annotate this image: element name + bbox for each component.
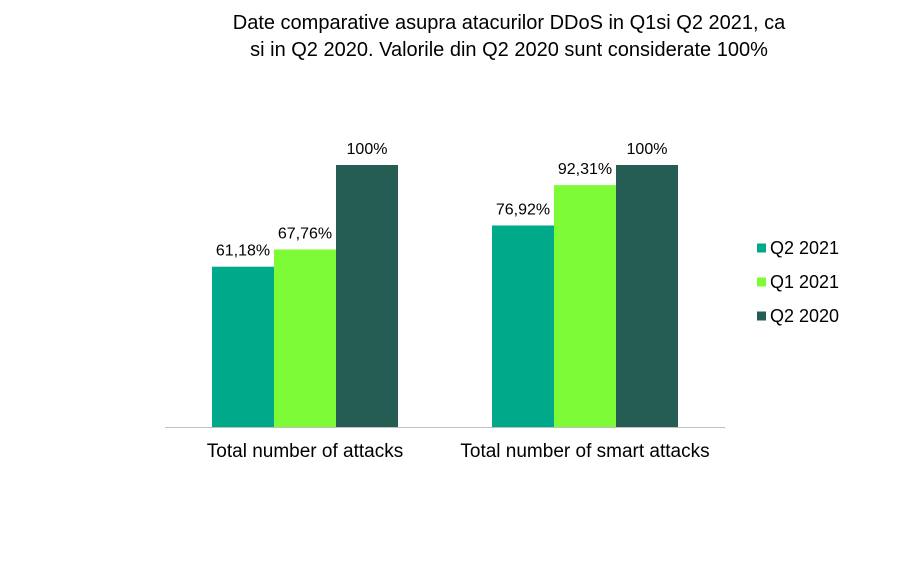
bars-layer	[212, 165, 678, 427]
legend-swatch-q1-2021	[757, 277, 766, 287]
data-label-q2-2021-total-number-of-smart-attacks: 76,92%	[496, 201, 550, 218]
bar-q2-2021-total-number-of-attacks	[212, 266, 274, 427]
legend-item-q2-2021: Q2 2021	[757, 238, 839, 258]
category-label-total-number-of-attacks: Total number of attacks	[207, 441, 403, 462]
data-label-q1-2021-total-number-of-attacks: 67,76%	[278, 225, 332, 242]
legend-swatch-q2-2021	[757, 243, 766, 253]
category-labels-layer: Total number of attacks Total number of s…	[207, 441, 710, 462]
legend-label-q2-2021: Q2 2021	[770, 238, 839, 258]
legend-swatch-q2-2020	[757, 311, 766, 321]
data-label-q2-2020-total-number-of-smart-attacks: 100%	[627, 141, 668, 158]
data-labels-layer: 61,18% 67,76% 100% 76,92% 92,31% 100%	[216, 141, 668, 260]
legend: Q2 2021 Q1 2021 Q2 2020	[757, 238, 839, 326]
bar-q2-2020-total-number-of-attacks	[336, 165, 398, 427]
data-label-q2-2020-total-number-of-attacks: 100%	[347, 141, 388, 158]
legend-item-q2-2020: Q2 2020	[757, 306, 839, 326]
bar-q1-2021-total-number-of-attacks	[274, 249, 336, 427]
legend-item-q1-2021: Q1 2021	[757, 272, 839, 292]
bar-q2-2020-total-number-of-smart-attacks	[616, 165, 678, 427]
chart-title: Date comparative asupra atacurilor DDoS …	[232, 12, 786, 61]
legend-label-q2-2020: Q2 2020	[770, 306, 839, 326]
bar-q2-2021-total-number-of-smart-attacks	[492, 225, 554, 427]
bar-q1-2021-total-number-of-smart-attacks	[554, 185, 616, 427]
category-label-total-number-of-smart-attacks: Total number of smart attacks	[460, 441, 709, 462]
data-label-q2-2021-total-number-of-attacks: 61,18%	[216, 243, 270, 260]
legend-label-q1-2021: Q1 2021	[770, 272, 839, 292]
data-label-q1-2021-total-number-of-smart-attacks: 92,31%	[558, 161, 612, 178]
